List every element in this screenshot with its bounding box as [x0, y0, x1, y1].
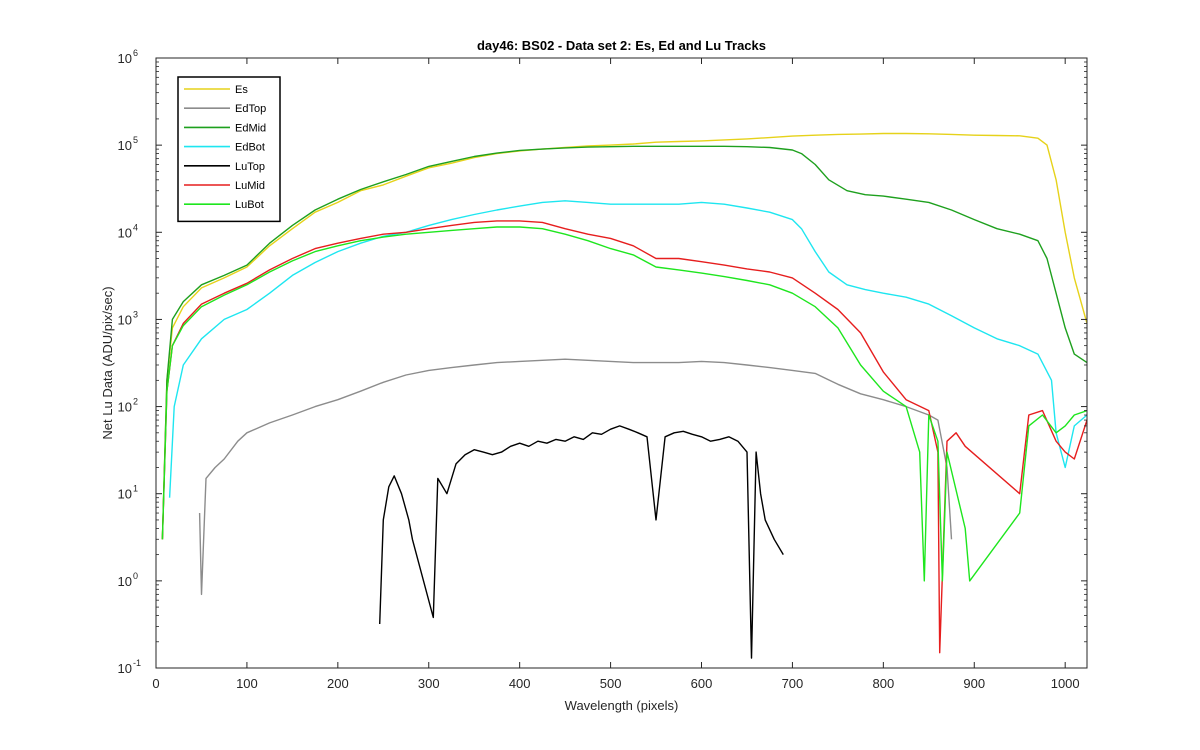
legend-label-es: Es [235, 84, 248, 96]
x-tick-label: 800 [872, 676, 894, 691]
y-tick-label: 10 [118, 400, 132, 415]
y-tick-label: 10 [118, 138, 132, 153]
y-tick-exponent: 1 [133, 484, 138, 494]
legend-label-lutop: LuTop [235, 161, 265, 173]
series-line-edbot [168, 200, 1087, 498]
y-tick-label: 10 [118, 312, 132, 327]
y-tick-exponent: 4 [133, 222, 138, 232]
series-line-lumid [161, 220, 1087, 654]
legend-label-edbot: EdBot [235, 142, 265, 154]
legend-label-edmid: EdMid [235, 122, 266, 134]
x-tick-label: 700 [782, 676, 804, 691]
y-tick-exponent: 3 [133, 309, 138, 319]
plot-frame [155, 57, 1088, 669]
series-line-es [161, 132, 1087, 540]
y-tick-label: 10 [118, 51, 132, 66]
x-tick-label: 500 [600, 676, 622, 691]
y-tick-label: 10 [118, 487, 132, 502]
series-line-lubot [161, 226, 1087, 582]
chart-title: day46: BS02 - Data set 2: Es, Ed and Lu … [477, 38, 766, 53]
legend-label-edtop: EdTop [235, 103, 266, 115]
y-tick-exponent: -1 [133, 658, 141, 668]
x-tick-label: 400 [509, 676, 531, 691]
x-tick-label: 1000 [1051, 676, 1080, 691]
x-tick-label: 600 [691, 676, 713, 691]
x-tick-label: 900 [963, 676, 985, 691]
y-tick-exponent: 5 [133, 135, 138, 145]
x-tick-label: 300 [418, 676, 440, 691]
x-tick-label: 100 [236, 676, 258, 691]
y-tick-exponent: 6 [133, 48, 138, 58]
legend: Es EdTop EdMid EdBot LuTop LuMid LuBot [177, 76, 281, 223]
plot-area [155, 57, 1088, 669]
legend-box [177, 76, 281, 223]
x-tick-label: 200 [327, 676, 349, 691]
y-tick-label: 10 [118, 661, 132, 676]
y-axis-label: Net Lu Data (ADU/pix/sec) [100, 286, 115, 439]
x-axis: 0 100 200 300 400 500 600 700 800 900 1000 [152, 58, 1080, 691]
y-tick-label: 10 [118, 574, 132, 589]
x-tick-label: 0 [152, 676, 159, 691]
series-line-edtop [198, 358, 953, 596]
legend-label-lumid: LuMid [235, 180, 265, 192]
y-tick-exponent: 0 [133, 571, 138, 581]
y-tick-label: 10 [118, 225, 132, 240]
y-tick-exponent: 2 [133, 397, 138, 407]
series-group [161, 132, 1087, 659]
legend-label-lubot: LuBot [235, 199, 264, 211]
x-axis-label: Wavelength (pixels) [565, 698, 679, 713]
series-line-lutop [379, 425, 784, 659]
series-line-edmid [161, 145, 1087, 540]
